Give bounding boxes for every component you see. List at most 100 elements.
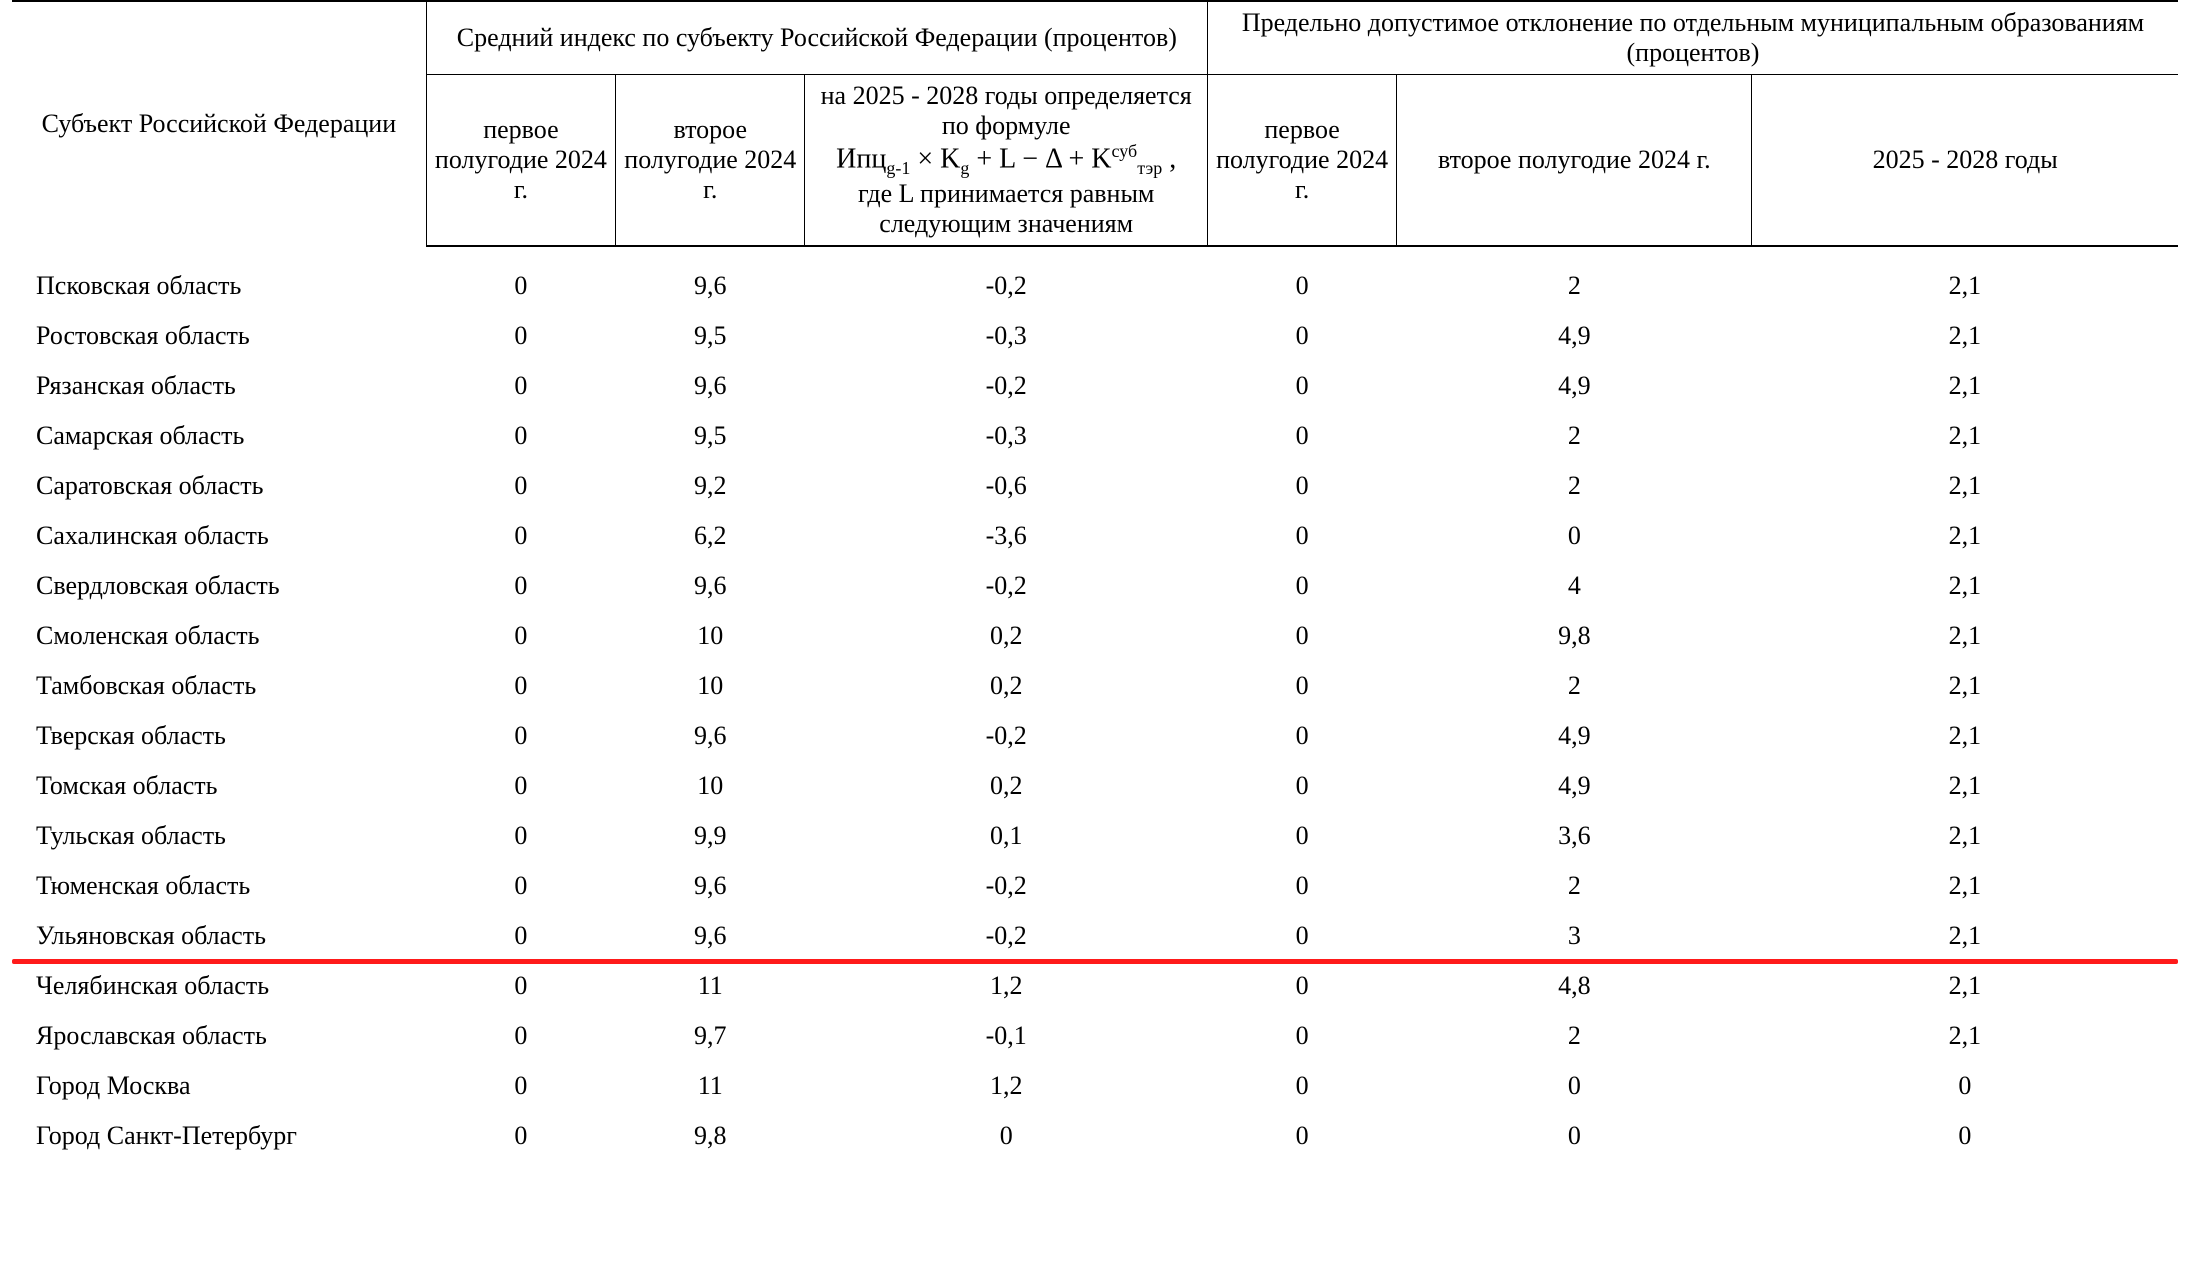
- cell-value: -0,3: [805, 411, 1207, 461]
- table-header: Субъект Российской Федерации Средний инд…: [12, 1, 2178, 246]
- cell-value: 0: [1207, 811, 1396, 861]
- table-row: Томская область0100,204,92,1: [12, 761, 2178, 811]
- cell-value: 9,7: [616, 1011, 805, 1061]
- cell-value: 2: [1397, 661, 1752, 711]
- cell-subject: Ростовская область: [12, 311, 426, 361]
- cell-value: 0: [1207, 611, 1396, 661]
- cell-value: 9,8: [616, 1111, 805, 1161]
- cell-value: 2,1: [1752, 461, 2178, 511]
- cell-value: 1,2: [805, 1061, 1207, 1111]
- cell-value: 0: [1207, 911, 1396, 961]
- cell-value: 2,1: [1752, 611, 2178, 661]
- cell-value: 0: [1207, 761, 1396, 811]
- cell-value: 2,1: [1752, 261, 2178, 311]
- col-group2: Предельно допустимое отклонение по отдел…: [1207, 1, 2178, 75]
- cell-value: 0: [1397, 1111, 1752, 1161]
- cell-subject: Рязанская область: [12, 361, 426, 411]
- cell-value: 2,1: [1752, 961, 2178, 1011]
- col-g1c1: первое полугодие 2024 г.: [426, 75, 615, 246]
- cell-value: 0: [1207, 861, 1396, 911]
- col-g1c2: второе полугодие 2024 г.: [616, 75, 805, 246]
- cell-value: 0: [805, 1111, 1207, 1161]
- page: Субъект Российской Федерации Средний инд…: [0, 0, 2190, 1201]
- cell-value: 0: [1207, 1061, 1396, 1111]
- cell-value: 2: [1397, 461, 1752, 511]
- cell-value: 9,5: [616, 411, 805, 461]
- cell-value: 0: [426, 361, 615, 411]
- formula-pre: на 2025 - 2028 годы определяется по форм…: [813, 81, 1198, 141]
- cell-value: -0,2: [805, 561, 1207, 611]
- cell-value: 11: [616, 961, 805, 1011]
- table-row: Смоленская область0100,209,82,1: [12, 611, 2178, 661]
- cell-value: 2: [1397, 261, 1752, 311]
- table-row: Свердловская область09,6-0,2042,1: [12, 561, 2178, 611]
- cell-value: 4,9: [1397, 311, 1752, 361]
- cell-value: 2,1: [1752, 761, 2178, 811]
- cell-subject: Псковская область: [12, 261, 426, 311]
- cell-value: 10: [616, 761, 805, 811]
- cell-value: 0: [1207, 561, 1396, 611]
- col-g2c1: первое полугодие 2024 г.: [1207, 75, 1396, 246]
- cell-value: 0: [426, 1111, 615, 1161]
- cell-value: 0: [1207, 461, 1396, 511]
- table-row: Ульяновская область09,6-0,2032,1: [12, 911, 2178, 961]
- cell-value: 9,9: [616, 811, 805, 861]
- cell-value: -0,3: [805, 311, 1207, 361]
- cell-value: -0,2: [805, 861, 1207, 911]
- col-g2c3: 2025 - 2028 годы: [1752, 75, 2178, 246]
- table-row: Город Москва0111,2000: [12, 1061, 2178, 1111]
- cell-value: 4,9: [1397, 761, 1752, 811]
- col-group1: Средний индекс по субъекту Российской Фе…: [426, 1, 1207, 75]
- cell-value: 9,6: [616, 361, 805, 411]
- cell-value: 2,1: [1752, 1011, 2178, 1061]
- cell-value: 0: [1207, 261, 1396, 311]
- table-row: Город Санкт-Петербург09,80000: [12, 1111, 2178, 1161]
- cell-value: 0: [1207, 1011, 1396, 1061]
- cell-value: 0: [426, 661, 615, 711]
- cell-value: 0: [1207, 961, 1396, 1011]
- cell-value: -0,6: [805, 461, 1207, 511]
- cell-value: 0: [426, 961, 615, 1011]
- table-row: Тульская область09,90,103,62,1: [12, 811, 2178, 861]
- cell-value: -3,6: [805, 511, 1207, 561]
- highlight-underline: [12, 959, 2178, 964]
- cell-subject: Тульская область: [12, 811, 426, 861]
- table-row: Самарская область09,5-0,3022,1: [12, 411, 2178, 461]
- data-table: Субъект Российской Федерации Средний инд…: [12, 0, 2178, 1161]
- cell-value: 2: [1397, 861, 1752, 911]
- cell-value: 9,6: [616, 711, 805, 761]
- col-g2c2: второе полугодие 2024 г.: [1397, 75, 1752, 246]
- cell-value: 4,9: [1397, 711, 1752, 761]
- formula-post: где L принимается равным следующим значе…: [813, 179, 1198, 239]
- cell-value: -0,2: [805, 711, 1207, 761]
- cell-value: 0: [1207, 361, 1396, 411]
- cell-value: -0,1: [805, 1011, 1207, 1061]
- cell-value: 3,6: [1397, 811, 1752, 861]
- cell-value: 2: [1397, 411, 1752, 461]
- cell-subject: Ярославская область: [12, 1011, 426, 1061]
- cell-value: 2,1: [1752, 411, 2178, 461]
- cell-value: 2: [1397, 1011, 1752, 1061]
- cell-value: 2,1: [1752, 661, 2178, 711]
- table-row: Тюменская область09,6-0,2022,1: [12, 861, 2178, 911]
- cell-value: 2,1: [1752, 561, 2178, 611]
- cell-value: 0: [426, 911, 615, 961]
- cell-value: 0: [1397, 511, 1752, 561]
- cell-value: 6,2: [616, 511, 805, 561]
- cell-value: 0: [426, 261, 615, 311]
- cell-subject: Тюменская область: [12, 861, 426, 911]
- cell-value: 0: [426, 811, 615, 861]
- cell-subject: Челябинская область: [12, 961, 426, 1011]
- cell-value: 0: [426, 611, 615, 661]
- cell-subject: Томская область: [12, 761, 426, 811]
- cell-subject: Тверская область: [12, 711, 426, 761]
- table-row: Тамбовская область0100,2022,1: [12, 661, 2178, 711]
- cell-value: 9,5: [616, 311, 805, 361]
- cell-value: 10: [616, 611, 805, 661]
- table-row: Ярославская область09,7-0,1022,1: [12, 1011, 2178, 1061]
- table-row: Челябинская область0111,204,82,1: [12, 961, 2178, 1011]
- cell-subject: Самарская область: [12, 411, 426, 461]
- cell-subject: Сахалинская область: [12, 511, 426, 561]
- cell-subject: Тамбовская область: [12, 661, 426, 711]
- cell-value: 9,6: [616, 561, 805, 611]
